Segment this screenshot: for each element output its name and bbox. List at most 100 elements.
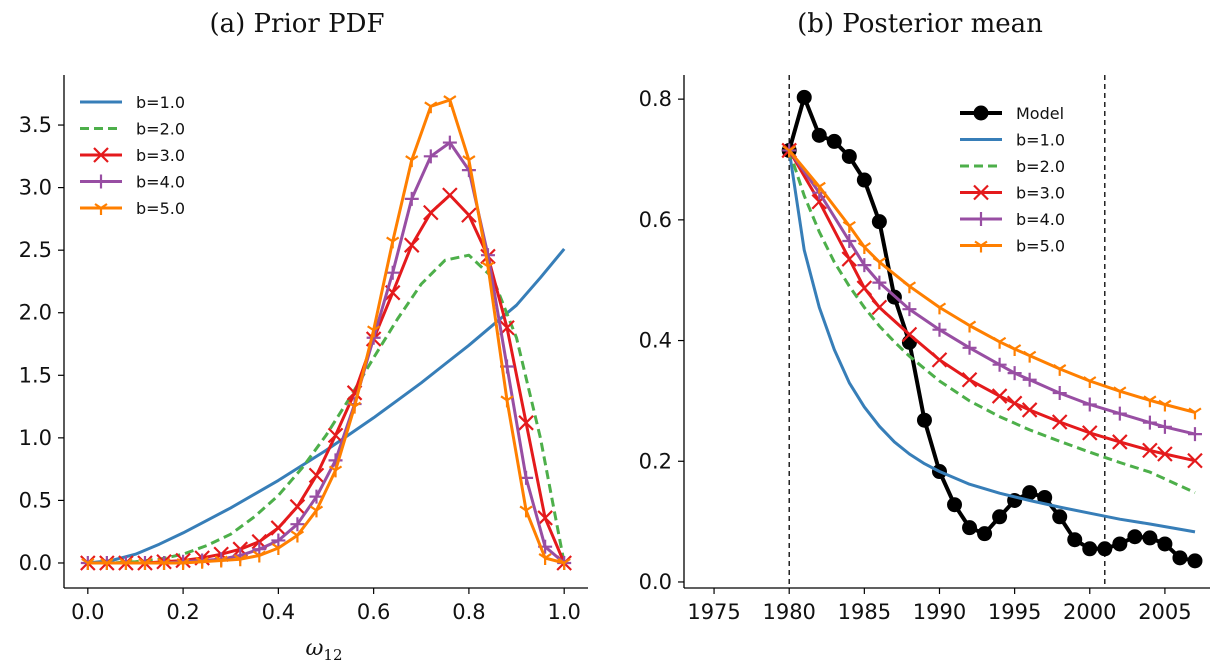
data-point	[991, 388, 1008, 404]
legend-label: b=5.0	[136, 199, 185, 218]
series-line	[787, 95, 1196, 563]
data-point	[1112, 536, 1128, 552]
data-point	[1112, 406, 1127, 421]
legend-label: b=1.0	[136, 93, 185, 112]
data-point	[1187, 427, 1202, 442]
data-point	[252, 542, 267, 557]
x-tick-label: 0.4	[262, 600, 295, 624]
legend-marker	[94, 203, 108, 215]
data-point	[857, 242, 871, 255]
data-point	[932, 302, 947, 315]
chart-a-title: (a) Prior PDF	[209, 9, 384, 39]
data-point	[442, 135, 457, 150]
legend-label: b=3.0	[136, 146, 185, 165]
x-tick-label: 0.0	[71, 600, 104, 624]
data-point	[856, 172, 872, 188]
data-point	[405, 155, 419, 168]
legend-label: b=1.0	[1016, 131, 1065, 150]
legend-marker	[973, 184, 989, 201]
data-point	[233, 554, 247, 567]
data-point	[841, 148, 857, 164]
data-point	[1006, 395, 1023, 412]
data-point	[157, 558, 171, 570]
y-tick-label: 3.0	[19, 176, 52, 200]
data-point	[500, 395, 514, 408]
x-tick-label: 1.0	[547, 600, 580, 624]
data-point	[992, 357, 1007, 372]
data-point	[1142, 442, 1158, 459]
data-point	[871, 299, 888, 316]
data-point	[481, 261, 495, 274]
data-point	[931, 352, 948, 368]
data-point	[119, 558, 133, 570]
data-point	[328, 465, 343, 478]
data-point	[992, 336, 1007, 349]
data-point	[1022, 485, 1038, 501]
data-point	[1142, 530, 1158, 546]
data-point	[1112, 434, 1128, 450]
xlabel-symbol: ω	[305, 636, 323, 661]
data-point	[404, 191, 419, 206]
legend-label: Model	[1016, 104, 1064, 123]
data-point	[1023, 350, 1037, 363]
x-tick-label: 1985	[838, 600, 891, 624]
data-point	[977, 526, 993, 542]
data-point	[1172, 550, 1188, 566]
data-point	[1082, 397, 1097, 412]
series-line	[788, 149, 1196, 414]
data-point	[290, 530, 305, 543]
legend-marker	[974, 212, 988, 226]
legend-marker	[93, 147, 109, 163]
data-point	[195, 556, 209, 569]
data-point	[138, 558, 152, 570]
data-point	[538, 553, 552, 565]
data-point	[327, 427, 344, 444]
data-point	[1082, 541, 1098, 557]
data-point	[992, 509, 1008, 525]
x-tick-label: 1995	[988, 600, 1041, 624]
series-line	[87, 247, 566, 565]
data-point	[1188, 407, 1202, 420]
data-point	[271, 543, 285, 555]
data-point	[1052, 386, 1067, 401]
data-point	[309, 489, 324, 504]
data-point	[1187, 452, 1203, 469]
data-point	[442, 187, 458, 203]
series-line	[787, 149, 1196, 494]
data-point	[1158, 399, 1172, 412]
data-point	[1053, 364, 1067, 376]
data-point	[1097, 541, 1113, 557]
data-point	[1021, 402, 1038, 418]
data-point	[367, 325, 381, 338]
data-point	[1127, 529, 1143, 545]
data-point	[826, 133, 842, 149]
data-point	[518, 415, 534, 431]
legend-marker	[973, 105, 989, 121]
data-point	[308, 467, 325, 484]
data-point	[214, 555, 228, 568]
data-point	[424, 101, 438, 114]
chart-b-plot: 0.0 0.2 0.4 0.6 0.8 1975 1980 1985 1990 1995 2000 2…	[639, 75, 1210, 624]
data-point	[347, 401, 362, 414]
data-point	[423, 204, 439, 221]
data-point	[947, 497, 963, 513]
y-tick-label: 0.5	[19, 488, 52, 512]
data-point	[537, 510, 553, 526]
data-point	[1142, 415, 1157, 430]
x-tick-label: 1975	[687, 600, 740, 624]
legend-label: b=3.0	[1016, 184, 1065, 203]
data-point	[100, 558, 114, 570]
data-point	[252, 550, 266, 563]
x-tick-label: 0.2	[166, 600, 199, 624]
data-point	[519, 505, 533, 518]
x-tick-label: 2000	[1063, 600, 1116, 624]
data-point	[403, 237, 420, 253]
data-point	[443, 95, 457, 108]
y-tick-label: 0.0	[639, 570, 672, 594]
data-point	[872, 257, 886, 270]
y-tick-label: 0.4	[639, 329, 672, 353]
data-point	[872, 275, 887, 290]
chart-b-title: (b) Posterior mean	[797, 9, 1043, 39]
data-point	[1037, 489, 1053, 505]
